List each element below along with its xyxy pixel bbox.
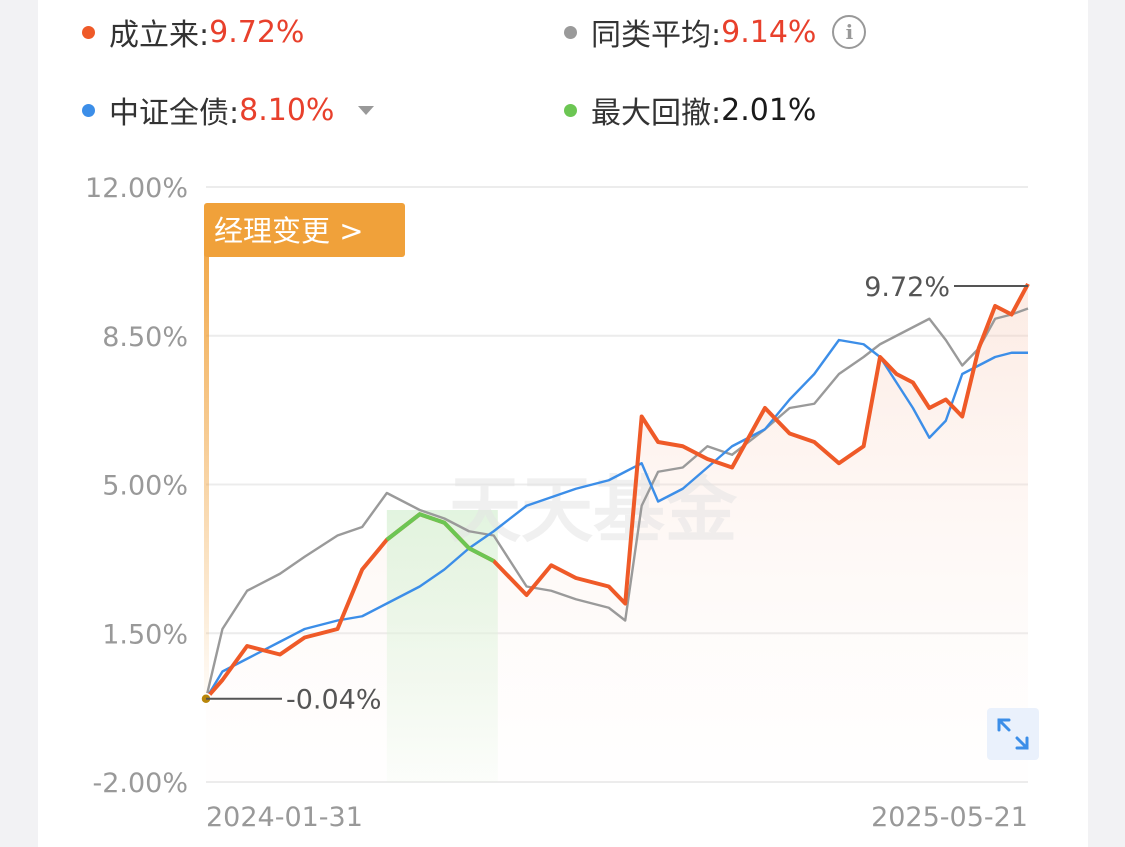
x-tick-label: 2025-05-21 bbox=[871, 802, 1028, 833]
manager-change-tag bbox=[204, 203, 405, 257]
annotations: -0.04% 9.72% bbox=[206, 272, 1028, 716]
y-tick-label: 1.50% bbox=[102, 619, 188, 650]
x-tick-label: 2024-01-31 bbox=[206, 802, 363, 833]
drawdown-series-line bbox=[385, 512, 495, 563]
info-icon[interactable]: i bbox=[832, 15, 867, 49]
y-tick-label: 5.00% bbox=[102, 471, 188, 502]
series-lines bbox=[200, 282, 1030, 705]
fund-value: 9.72% bbox=[209, 14, 305, 50]
peer-dot bbox=[564, 25, 577, 39]
fund-series-line bbox=[204, 282, 1030, 701]
y-tick-label: 12.00% bbox=[85, 173, 188, 204]
legend-drawdown[interactable]: 最大回撤: 2.01% bbox=[564, 88, 816, 132]
legend-fund[interactable]: 成立来: 9.72% bbox=[82, 10, 304, 54]
manager-change-label: 经理变更 > bbox=[214, 214, 364, 248]
benchmark-label: 中证全债: bbox=[109, 96, 240, 131]
benchmark-value: 8.10% bbox=[239, 92, 335, 128]
fund-dot bbox=[82, 25, 95, 39]
manager-change-marker: 经理变更 > bbox=[204, 203, 405, 712]
end-annotation-label: 9.72% bbox=[864, 272, 950, 303]
legend-benchmark[interactable]: 中证全债: 8.10% bbox=[82, 88, 375, 132]
drawdown-label: 最大回撤: bbox=[591, 96, 722, 131]
legend-peer[interactable]: 同类平均: 9.14% i bbox=[564, 10, 867, 54]
peer-label: 同类平均: bbox=[591, 18, 722, 53]
y-tick-label: -2.00% bbox=[92, 768, 188, 799]
expand-icon bbox=[997, 718, 1029, 750]
fund-label: 成立来: bbox=[109, 18, 210, 53]
chart-card: 成立来: 9.72% 同类平均: 9.14% i 中证全债: 8.10% 最大回… bbox=[38, 0, 1088, 847]
y-axis-ticks: 12.00% 8.50% 5.00% 1.50% -2.00% bbox=[85, 173, 188, 799]
line-chart: 经理变更 > 天天基金 12.00%8.50%5.00%1.50%-2.00% … bbox=[85, 173, 1030, 833]
start-annotation-label: -0.04% bbox=[286, 685, 382, 716]
benchmark-series-line bbox=[204, 338, 1028, 700]
caret-down-icon[interactable] bbox=[358, 105, 375, 115]
benchmark-dot bbox=[82, 103, 95, 117]
watermark: 天天基金 bbox=[449, 468, 738, 552]
peer-value: 9.14% bbox=[721, 14, 817, 50]
peer-series-line bbox=[204, 307, 1029, 699]
manager-change-line bbox=[204, 207, 209, 712]
drawdown-value: 2.01% bbox=[721, 92, 817, 128]
expand-button[interactable] bbox=[987, 708, 1039, 760]
y-tick-label: 8.50% bbox=[102, 322, 188, 353]
drawdown-dot bbox=[564, 103, 577, 117]
x-axis-ticks: 2024-01-31 2025-05-21 bbox=[206, 802, 1028, 833]
